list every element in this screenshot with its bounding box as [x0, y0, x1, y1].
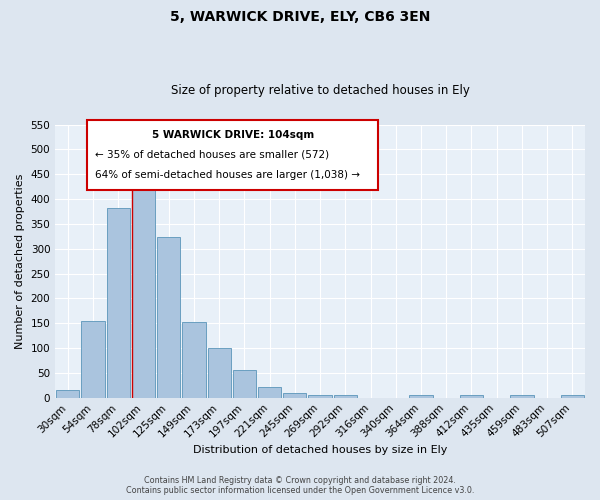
Bar [258, 387, 281, 398]
Text: 5 WARWICK DRIVE: 104sqm: 5 WARWICK DRIVE: 104sqm [152, 130, 314, 140]
Bar [132, 189, 155, 398]
Bar [157, 238, 181, 398]
Bar [511, 395, 533, 398]
Bar [208, 348, 231, 398]
X-axis label: Distribution of detached houses by size in Ely: Distribution of detached houses by size … [193, 445, 447, 455]
Text: 5, WARWICK DRIVE, ELY, CB6 3EN: 5, WARWICK DRIVE, ELY, CB6 3EN [170, 10, 430, 24]
Text: 64% of semi-detached houses are larger (1,038) →: 64% of semi-detached houses are larger (… [95, 170, 360, 179]
Bar [107, 208, 130, 398]
Bar [82, 320, 104, 398]
Bar [233, 370, 256, 398]
Bar [460, 395, 483, 398]
Bar [283, 393, 307, 398]
Bar [308, 394, 332, 398]
Bar [56, 390, 79, 398]
Text: Contains HM Land Registry data © Crown copyright and database right 2024.
Contai: Contains HM Land Registry data © Crown c… [126, 476, 474, 495]
Title: Size of property relative to detached houses in Ely: Size of property relative to detached ho… [170, 84, 470, 97]
FancyBboxPatch shape [87, 120, 379, 190]
Text: ← 35% of detached houses are smaller (572): ← 35% of detached houses are smaller (57… [95, 149, 329, 159]
Bar [561, 395, 584, 398]
Bar [182, 322, 206, 398]
Bar [334, 395, 357, 398]
Bar [409, 395, 433, 398]
Y-axis label: Number of detached properties: Number of detached properties [15, 174, 25, 349]
